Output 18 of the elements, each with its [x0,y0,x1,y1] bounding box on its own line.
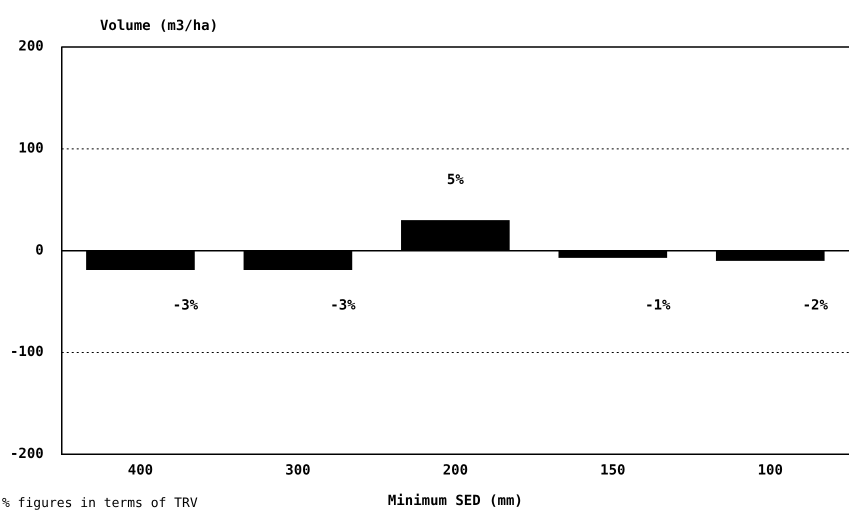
y-tick-label: 0 [35,242,44,258]
x-axis-title: Minimum SED (mm) [388,493,523,510]
annotation: -1% [645,297,672,314]
y-tick-label: 200 [18,38,44,55]
annotation: -2% [802,297,828,314]
x-tick-label: 150 [600,462,626,478]
x-tick-label: 100 [758,462,783,478]
y-tick-label: -200 [10,446,44,462]
x-tick-label: 400 [128,462,154,478]
annotation: 5% [446,172,464,188]
y-tick-label: -100 [10,344,44,360]
annotation: -3% [172,297,199,314]
y-axis-title: Volume (m3/ha) [100,18,218,34]
text: % figures in terms of TRV [2,496,198,511]
y-tick-label: 100 [18,140,44,156]
annotation: -3% [330,297,356,314]
x-tick-label: 300 [285,462,311,478]
x-tick-label: 200 [442,462,468,478]
